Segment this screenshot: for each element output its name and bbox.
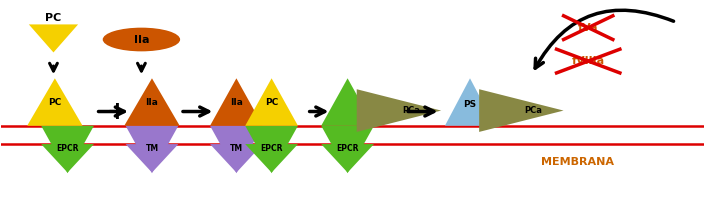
Polygon shape: [445, 78, 495, 126]
Polygon shape: [125, 144, 178, 173]
Text: PC: PC: [48, 99, 61, 107]
Text: EPCR: EPCR: [336, 144, 359, 153]
Text: EPCR: EPCR: [56, 144, 79, 153]
Text: PC: PC: [45, 13, 61, 23]
Polygon shape: [210, 144, 263, 173]
Polygon shape: [245, 144, 298, 173]
Polygon shape: [27, 78, 82, 126]
Text: PCa: PCa: [525, 106, 542, 115]
Circle shape: [103, 28, 180, 51]
Polygon shape: [321, 78, 374, 126]
Polygon shape: [357, 89, 441, 132]
Text: IIa: IIa: [145, 99, 159, 107]
FancyArrowPatch shape: [535, 10, 673, 68]
Text: PS: PS: [463, 100, 477, 109]
Polygon shape: [245, 78, 298, 126]
Text: +: +: [106, 100, 127, 123]
Polygon shape: [41, 144, 94, 173]
Text: IIa: IIa: [230, 99, 243, 107]
Polygon shape: [245, 126, 298, 173]
Polygon shape: [479, 89, 563, 132]
Polygon shape: [41, 126, 94, 173]
Polygon shape: [210, 126, 263, 173]
Polygon shape: [125, 126, 178, 173]
Text: PCa: PCa: [403, 106, 421, 115]
Text: PC: PC: [265, 99, 278, 107]
Text: IIa: IIa: [134, 35, 149, 44]
Polygon shape: [210, 78, 263, 126]
Text: fVIIIa: fVIIIa: [572, 56, 605, 66]
Polygon shape: [124, 78, 180, 126]
Text: MEMBRANA: MEMBRANA: [541, 157, 614, 167]
Polygon shape: [321, 126, 374, 173]
Polygon shape: [321, 144, 374, 173]
Text: EPCR: EPCR: [260, 144, 283, 153]
Text: TM: TM: [230, 144, 243, 153]
Polygon shape: [29, 24, 78, 53]
Text: fVa: fVa: [578, 23, 599, 33]
Text: TM: TM: [145, 144, 159, 153]
